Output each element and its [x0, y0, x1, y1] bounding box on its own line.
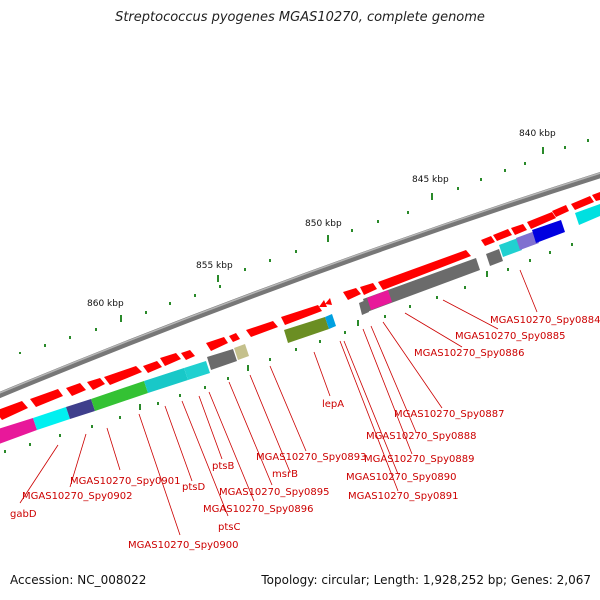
gene-label-spy0896: MGAS10270_Spy0896	[203, 504, 313, 515]
gene-label-spy0902: MGAS10270_Spy0902	[22, 491, 132, 502]
gene-label-spy0884: MGAS10270_Spy0884	[490, 315, 600, 326]
genome-backbone	[0, 172, 600, 399]
tick-label-845: 845 kbp	[412, 175, 449, 185]
gene-label-spy0900: MGAS10270_Spy0900	[128, 540, 238, 551]
gene-label-spy0889: MGAS10270_Spy0889	[364, 454, 474, 465]
gene-label-spy0891: MGAS10270_Spy0891	[348, 491, 458, 502]
gene-label-spy0901: MGAS10270_Spy0901	[70, 476, 180, 487]
tick-label-840: 840 kbp	[519, 129, 556, 139]
domain-track	[0, 204, 600, 444]
gene-label-spy0885: MGAS10270_Spy0885	[455, 331, 565, 342]
reverse-genes	[207, 249, 503, 370]
gene-label-ptsB: ptsB	[212, 461, 234, 472]
gene-label-msrB: msrB	[272, 469, 298, 480]
map-title: Streptococcus pyogenes MGAS10270, comple…	[115, 10, 485, 25]
gene-label-spy0888: MGAS10270_Spy0888	[366, 431, 476, 442]
gene-label-lepA: lepA	[322, 399, 344, 410]
gene-label-spy0895: MGAS10270_Spy0895	[219, 487, 329, 498]
forward-genes	[0, 192, 600, 420]
tick-label-850: 850 kbp	[305, 219, 342, 229]
gene-label-spy0893: MGAS10270_Spy0893	[256, 452, 366, 463]
tick-label-855: 855 kbp	[196, 261, 233, 271]
gene-label-gabD: gabD	[10, 509, 37, 520]
accession-text: Accession: NC_008022	[10, 573, 147, 587]
genome-summary-text: Topology: circular; Length: 1,928,252 bp…	[261, 573, 591, 587]
gene-label-spy0890: MGAS10270_Spy0890	[346, 472, 456, 483]
tick-label-860: 860 kbp	[87, 299, 124, 309]
gene-label-spy0887: MGAS10270_Spy0887	[394, 409, 504, 420]
gene-label-ptsD: ptsD	[182, 482, 205, 493]
scale-ticks	[4, 139, 589, 453]
leader-lines	[19, 269, 538, 536]
gene-label-spy0886: MGAS10270_Spy0886	[414, 348, 524, 359]
gene-label-ptsC: ptsC	[218, 522, 240, 533]
